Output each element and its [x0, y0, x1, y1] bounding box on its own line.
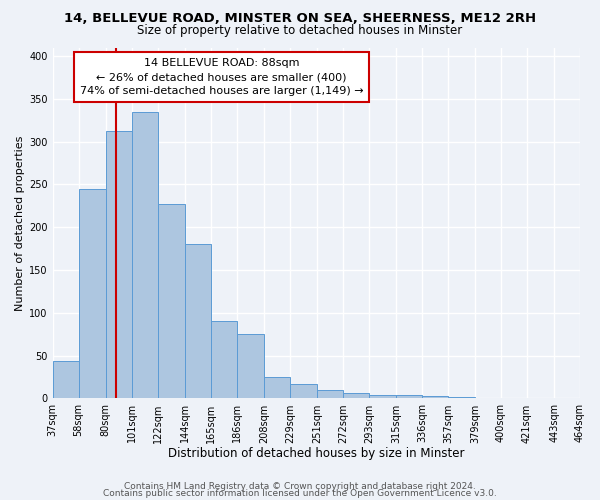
Bar [131, 112, 158, 399]
Y-axis label: Number of detached properties: Number of detached properties [15, 136, 25, 310]
Bar [53, 361, 79, 399]
Text: Contains HM Land Registry data © Crown copyright and database right 2024.: Contains HM Land Registry data © Crown c… [124, 482, 476, 491]
Bar [106, 132, 131, 398]
X-axis label: Distribution of detached houses by size in Minster: Distribution of detached houses by size … [168, 447, 464, 460]
Bar [185, 244, 211, 398]
Bar [236, 334, 264, 398]
Bar [343, 394, 369, 398]
Bar [369, 395, 396, 398]
Text: Size of property relative to detached houses in Minster: Size of property relative to detached ho… [137, 24, 463, 37]
Bar [79, 188, 106, 398]
Bar [396, 395, 422, 398]
Bar [290, 384, 317, 398]
Bar [158, 204, 185, 398]
Text: Contains public sector information licensed under the Open Government Licence v3: Contains public sector information licen… [103, 490, 497, 498]
Bar [211, 322, 236, 398]
Text: 14 BELLEVUE ROAD: 88sqm
← 26% of detached houses are smaller (400)
74% of semi-d: 14 BELLEVUE ROAD: 88sqm ← 26% of detache… [80, 58, 363, 96]
Text: 14, BELLEVUE ROAD, MINSTER ON SEA, SHEERNESS, ME12 2RH: 14, BELLEVUE ROAD, MINSTER ON SEA, SHEER… [64, 12, 536, 26]
Bar [317, 390, 343, 398]
Bar [448, 397, 475, 398]
Bar [264, 377, 290, 398]
Bar [422, 396, 448, 398]
